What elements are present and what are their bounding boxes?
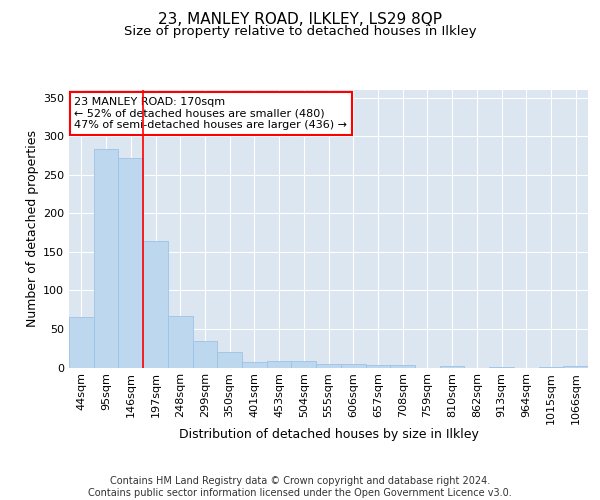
Bar (341, 364, 365, 368)
Bar (217, 352, 242, 368)
Bar (390, 365, 415, 368)
X-axis label: Distribution of detached houses by size in Ilkley: Distribution of detached houses by size … (179, 428, 478, 442)
Bar (440, 366, 464, 368)
Text: 23, MANLEY ROAD, ILKLEY, LS29 8QP: 23, MANLEY ROAD, ILKLEY, LS29 8QP (158, 12, 442, 28)
Bar (292, 360, 316, 368)
Bar (143, 241, 168, 368)
Bar (168, 316, 193, 368)
Bar (489, 366, 514, 368)
Bar (267, 360, 292, 368)
Text: Size of property relative to detached houses in Ilkley: Size of property relative to detached ho… (124, 25, 476, 38)
Bar (539, 366, 563, 368)
Bar (365, 365, 390, 368)
Bar (242, 362, 267, 368)
Bar (118, 158, 143, 368)
Y-axis label: Number of detached properties: Number of detached properties (26, 130, 39, 327)
Text: Contains HM Land Registry data © Crown copyright and database right 2024.
Contai: Contains HM Land Registry data © Crown c… (88, 476, 512, 498)
Bar (316, 364, 341, 368)
Bar (193, 340, 217, 367)
Bar (563, 366, 588, 368)
Text: 23 MANLEY ROAD: 170sqm
← 52% of detached houses are smaller (480)
47% of semi-de: 23 MANLEY ROAD: 170sqm ← 52% of detached… (74, 97, 347, 130)
Bar (94, 148, 118, 368)
Bar (69, 318, 94, 368)
